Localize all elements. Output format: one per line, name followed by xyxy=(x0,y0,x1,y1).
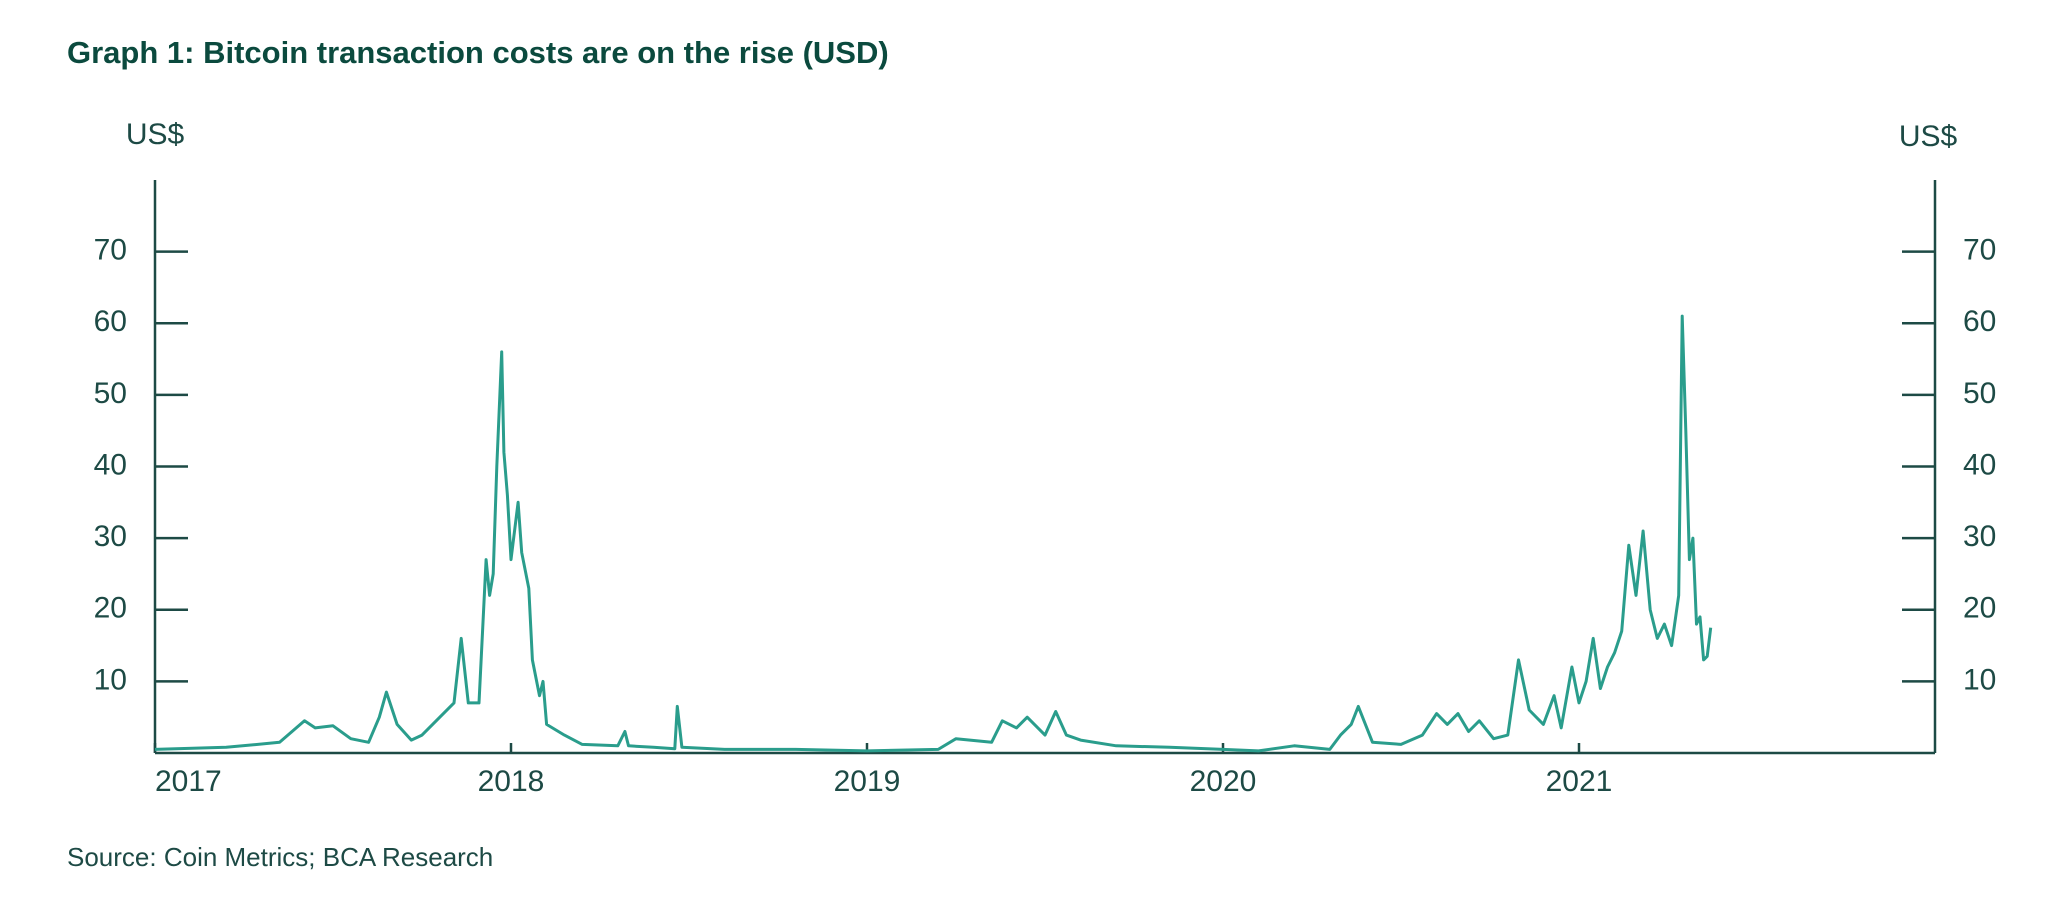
y-tick-label: 40 xyxy=(94,448,127,481)
y2-tick-label: 70 xyxy=(1963,234,1996,267)
y-tick-label: 30 xyxy=(94,520,127,553)
source: Source: Coin Metrics; BCA Research xyxy=(67,842,493,872)
y2-tick-label: 40 xyxy=(1963,448,1996,481)
y-tick-label: 60 xyxy=(94,305,127,338)
y-tick-label: 20 xyxy=(94,592,127,625)
y2-tick-label: 30 xyxy=(1963,520,1996,553)
x-tick-label: 2020 xyxy=(1190,765,1257,798)
x-tick-label: 2017 xyxy=(155,765,222,798)
y-tick-label: 70 xyxy=(94,234,127,267)
y-tick-label: 50 xyxy=(94,377,127,410)
x-tick-label: 2018 xyxy=(478,765,545,798)
y-axis-label: US$ xyxy=(126,118,185,151)
y2-tick-label: 20 xyxy=(1963,592,1996,625)
y2-tick-label: 50 xyxy=(1963,377,1996,410)
chart-title: Graph 1: Bitcoin transaction costs are o… xyxy=(67,35,889,70)
y2-tick-label: 60 xyxy=(1963,305,1996,338)
y-tick-label: 10 xyxy=(94,663,127,696)
y2-tick-label: 10 xyxy=(1963,663,1996,696)
series-line xyxy=(154,314,1713,753)
x-tick-label: 2021 xyxy=(1546,765,1613,798)
x-tick-label: 2019 xyxy=(834,765,901,798)
y2-axis-label: US$ xyxy=(1899,120,1958,153)
